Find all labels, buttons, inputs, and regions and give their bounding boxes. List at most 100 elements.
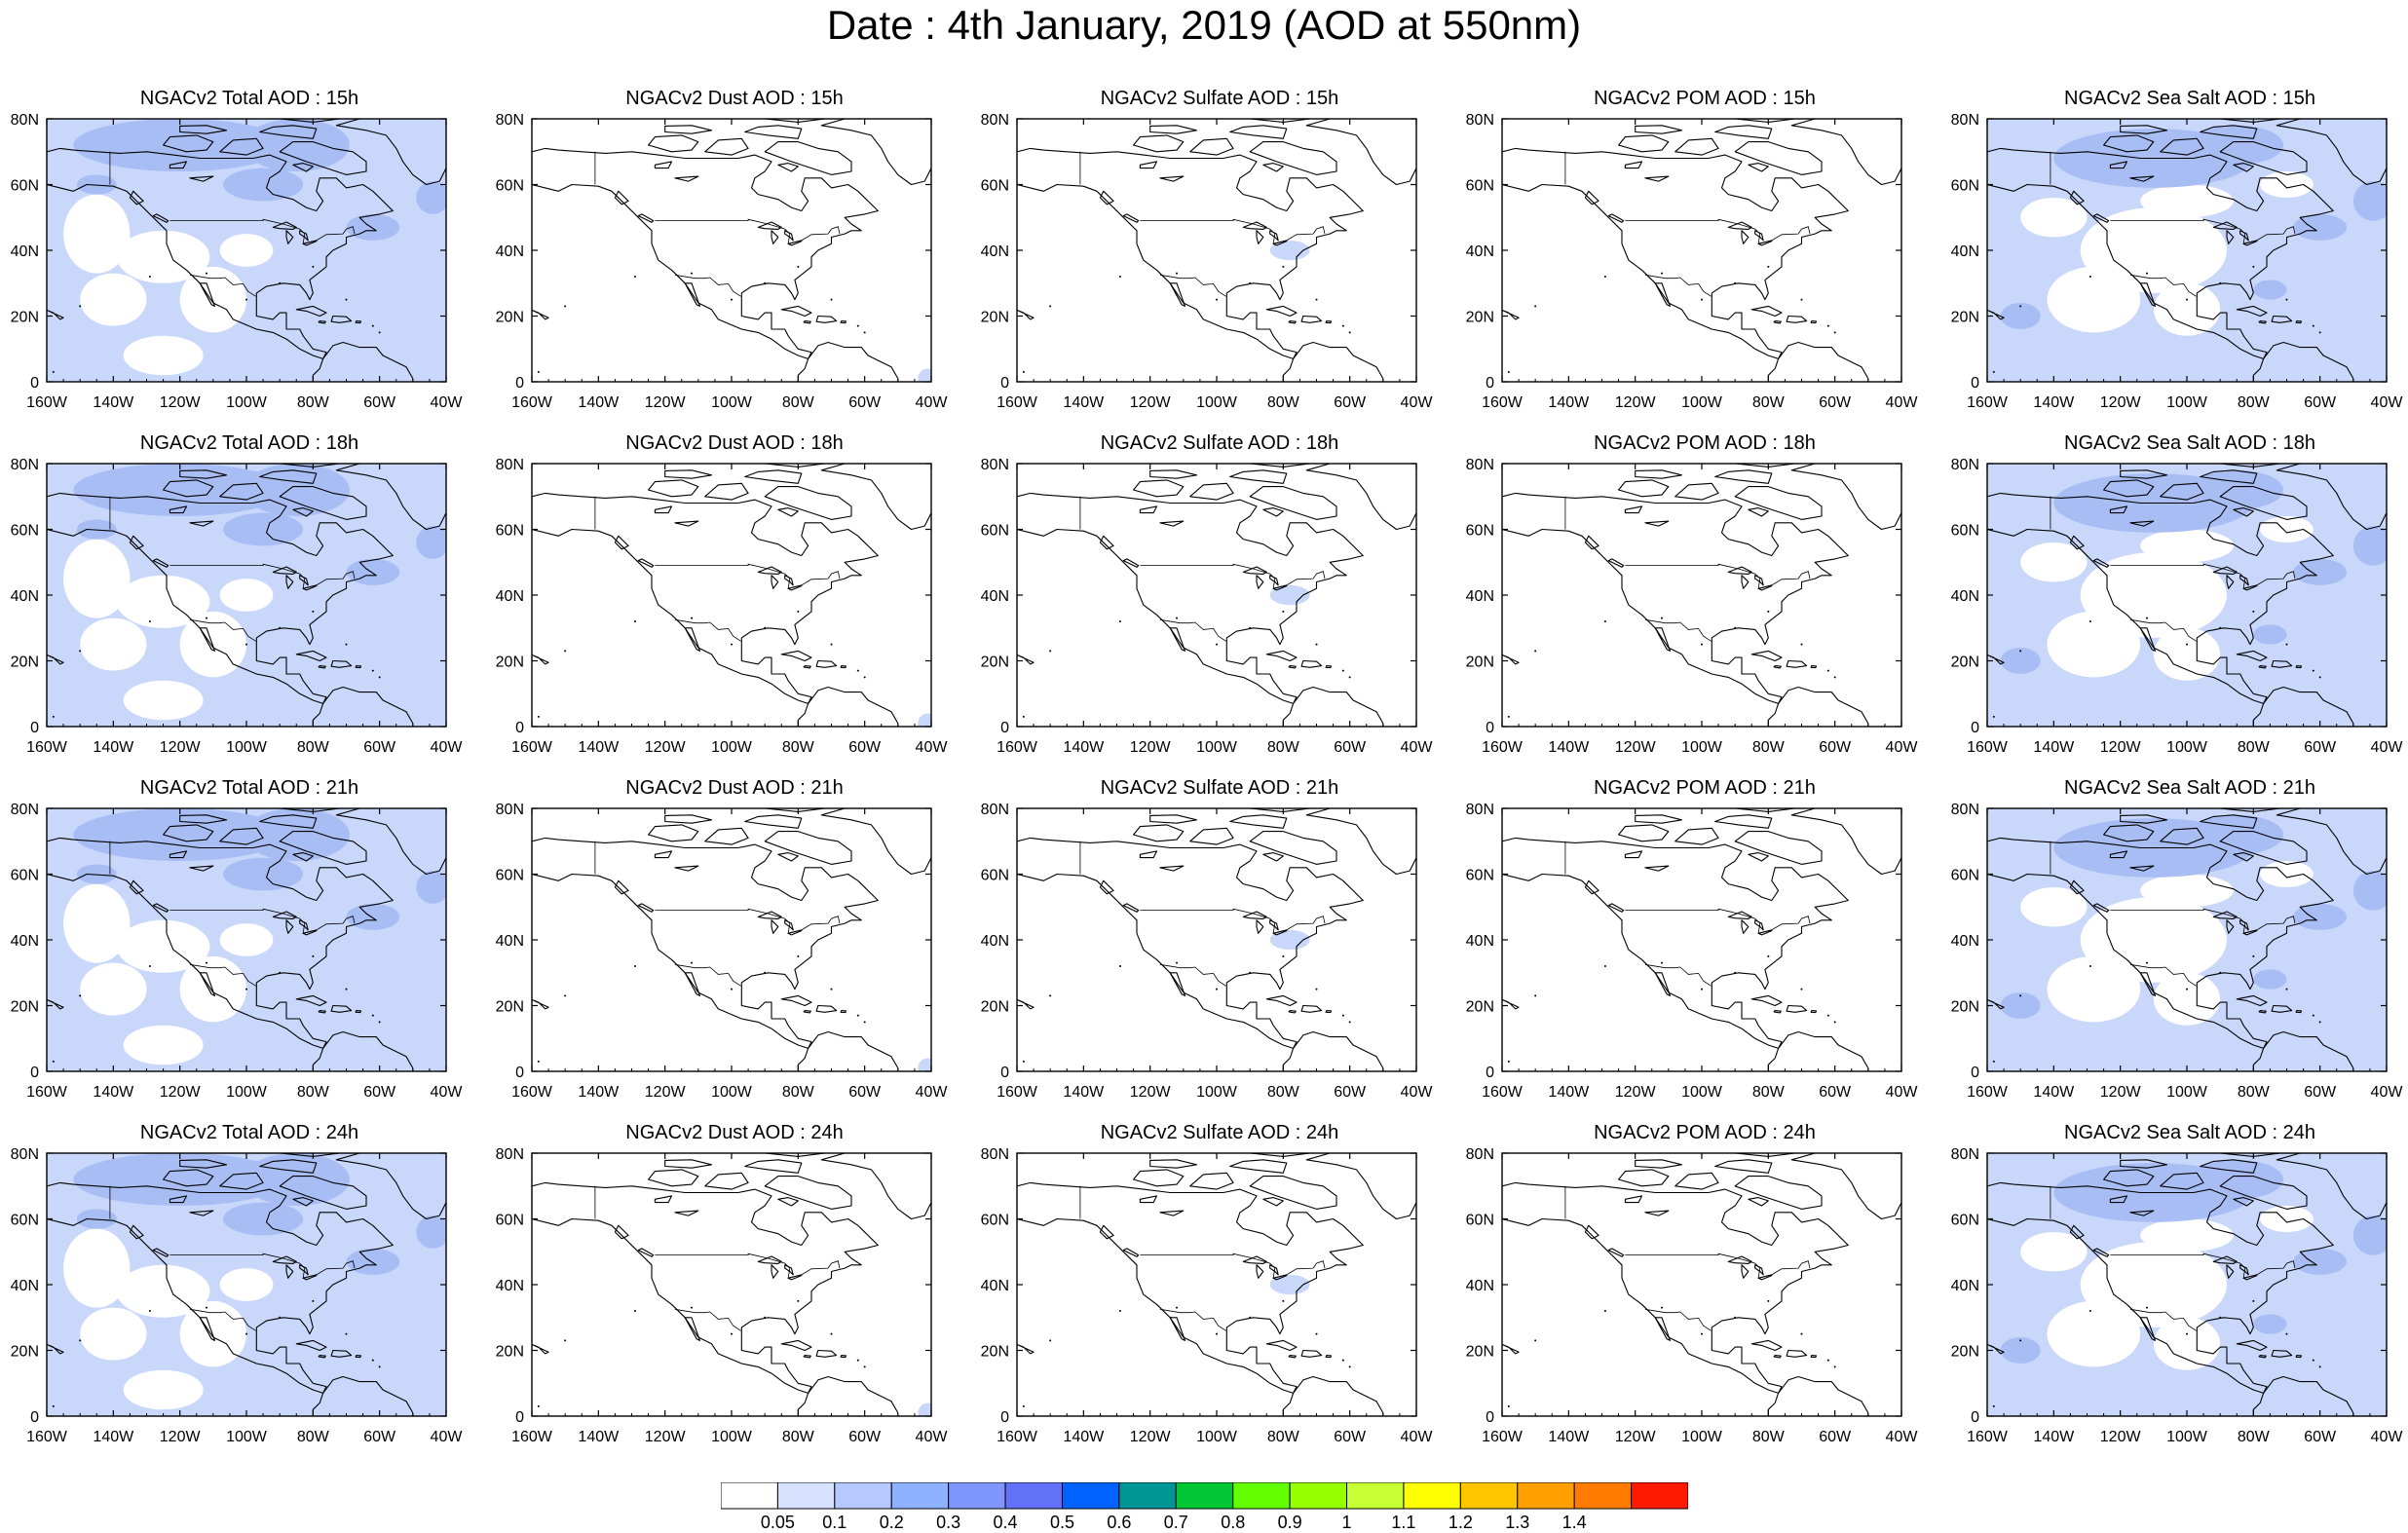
- small-island: [1049, 994, 1052, 997]
- small-island: [1534, 305, 1537, 308]
- small-island: [1315, 1332, 1318, 1335]
- aod-plume: [2293, 213, 2347, 241]
- lat-tick-label: 80N: [1466, 112, 1494, 129]
- country-border: [169, 908, 356, 934]
- coastline: [1502, 837, 1849, 1049]
- panel-title: NGACv2 Dust AOD : 15h: [625, 88, 844, 109]
- coastline: [1017, 309, 1035, 320]
- coastline: [2219, 831, 2308, 865]
- lat-tick-label: 60N: [1466, 1213, 1494, 1229]
- lat-tick-label: 40N: [981, 243, 1009, 260]
- lat-tick-label: 0: [1971, 1409, 1979, 1426]
- small-island: [2186, 1332, 2188, 1335]
- aod-clear-region: [123, 680, 204, 721]
- small-island: [148, 1310, 151, 1312]
- lon-tick-label: 100W: [711, 1084, 753, 1101]
- coastline: [1502, 1343, 1520, 1355]
- coastline: [1607, 213, 1625, 223]
- lon-tick-label: 60W: [363, 1084, 396, 1101]
- lon-tick-label: 100W: [1196, 739, 1238, 756]
- coastline: [815, 1349, 838, 1358]
- lon-tick-label: 100W: [2166, 394, 2208, 411]
- map-area: [1502, 464, 1901, 727]
- lon-tick-label: 160W: [26, 394, 68, 411]
- small-island: [206, 617, 207, 619]
- colorbar-swatch: [1459, 1482, 1519, 1510]
- coastline: [1727, 911, 1752, 919]
- coastline: [330, 1004, 353, 1013]
- small-island: [830, 1332, 833, 1335]
- map-panel: NGACv2 Sea Salt AOD : 24h 160W 140W 120W 100…: [1938, 1122, 2408, 1482]
- small-island: [1534, 1339, 1537, 1342]
- lat-tick-label: 80N: [1466, 457, 1494, 473]
- coastline: [2120, 125, 2168, 134]
- country-border: [189, 1308, 256, 1331]
- lat-tick-label: 0: [1000, 375, 1009, 392]
- panel-title: NGACv2 Sea Salt AOD : 15h: [2064, 88, 2315, 109]
- coastline: [654, 850, 673, 859]
- lat-tick-label: 20N: [496, 310, 524, 326]
- coastline: [295, 994, 327, 1007]
- coastline: [2276, 808, 2387, 876]
- coastline: [189, 1210, 214, 1216]
- coastline: [1714, 1159, 1773, 1174]
- coastline: [2258, 320, 2267, 324]
- small-island: [1800, 1332, 1803, 1335]
- small-island: [1282, 954, 1285, 957]
- coastline: [1987, 309, 2005, 320]
- coastline: [1169, 282, 1186, 307]
- coastline: [637, 213, 655, 223]
- map-panel: NGACv2 Total AOD : 21h 160W 140W 120W 100W 80…: [0, 777, 485, 1138]
- lon-tick-label: 100W: [226, 1084, 268, 1101]
- lat-tick-label: 20N: [1951, 310, 1979, 326]
- coastline: [1741, 919, 1750, 934]
- small-island: [731, 988, 733, 991]
- lon-tick-label: 120W: [160, 739, 202, 756]
- coastline: [179, 469, 228, 479]
- coastline: [47, 1343, 64, 1355]
- lon-tick-label: 40W: [916, 394, 949, 411]
- small-island: [1249, 1316, 1252, 1319]
- coastline: [318, 1010, 326, 1014]
- coastline: [1288, 1355, 1297, 1359]
- small-island: [633, 965, 636, 967]
- small-island: [856, 1014, 859, 1017]
- country-border: [169, 563, 356, 589]
- lon-tick-label: 140W: [2033, 1084, 2075, 1101]
- coastline: [637, 903, 655, 913]
- small-island: [2312, 1359, 2314, 1362]
- aod-plume: [918, 368, 931, 382]
- aod-plume: [2190, 469, 2284, 510]
- coastline: [1017, 998, 1035, 1010]
- country-border: [655, 1253, 841, 1279]
- country-border: [189, 274, 256, 297]
- coastline: [1734, 831, 1823, 865]
- coastline: [2236, 305, 2268, 318]
- coastline: [1644, 865, 1670, 872]
- lon-tick-label: 160W: [997, 739, 1038, 756]
- coastline: [1256, 230, 1264, 244]
- coastline: [840, 1355, 847, 1359]
- coastline: [1987, 1343, 2005, 1355]
- map-area: [47, 119, 446, 382]
- aod-clear-region: [63, 883, 131, 963]
- coastline: [2109, 850, 2128, 859]
- aod-plume: [346, 903, 400, 930]
- lon-tick-label: 80W: [1267, 739, 1300, 756]
- aod-clear-region: [2020, 1232, 2088, 1272]
- lat-tick-label: 0: [1971, 720, 1979, 736]
- lon-tick-label: 160W: [26, 739, 68, 756]
- coastline: [179, 125, 228, 134]
- lat-tick-label: 40N: [11, 933, 39, 950]
- small-island: [1800, 298, 1803, 301]
- lat-tick-label: 20N: [1466, 310, 1494, 326]
- lat-tick-label: 80N: [981, 112, 1009, 129]
- small-island: [245, 1332, 247, 1335]
- coastline: [2236, 1339, 2268, 1352]
- aod-clear-region: [219, 234, 274, 267]
- coastline: [272, 911, 297, 919]
- small-island: [537, 370, 540, 373]
- lon-tick-label: 40W: [916, 1429, 949, 1445]
- coastline: [1122, 558, 1140, 568]
- small-island: [1118, 965, 1121, 967]
